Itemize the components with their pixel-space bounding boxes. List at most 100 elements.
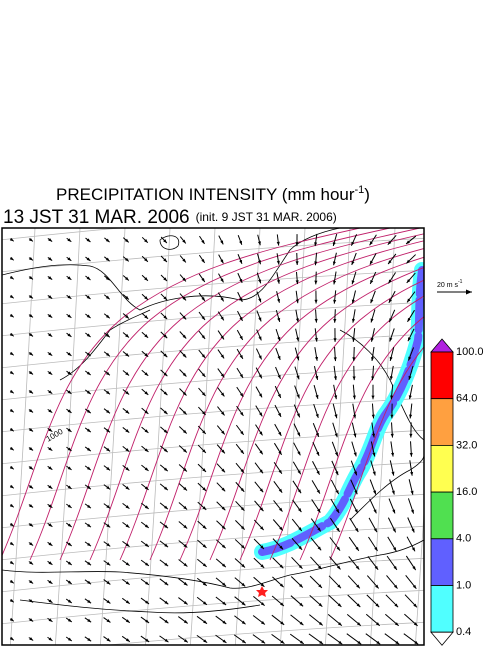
wind-arrow-head xyxy=(259,469,263,474)
wind-arrow-head xyxy=(29,637,34,641)
wind-arrow-head xyxy=(257,241,261,246)
wind-arrow-head xyxy=(183,600,188,605)
wind-arrow-head xyxy=(371,395,375,400)
wind-arrow-head xyxy=(67,599,72,603)
parallel xyxy=(2,269,424,305)
wind-arrow-head xyxy=(201,354,206,358)
wind-arrow-head xyxy=(280,640,285,644)
wind-arrow-head xyxy=(279,583,284,588)
wind-arrow-head xyxy=(297,470,301,475)
init-time: (init. 9 JST 31 MAR. 2006) xyxy=(196,210,337,224)
wind-arrow-head xyxy=(333,338,337,342)
wind-arrow-head xyxy=(392,528,396,533)
wind-arrow-head xyxy=(259,450,263,455)
wind-arrow-head xyxy=(314,261,318,266)
wind-arrow-head xyxy=(105,333,110,338)
wind-arrow-head xyxy=(222,639,227,643)
wind-arrow-head xyxy=(355,565,360,570)
wind-arrow-head xyxy=(354,509,358,514)
coastline xyxy=(59,309,151,381)
wind-arrow-head xyxy=(48,238,53,242)
wind-arrow-head xyxy=(240,506,245,511)
wind-arrow-head xyxy=(86,276,91,280)
wind-arrow-head xyxy=(353,471,357,476)
wind-arrow-head xyxy=(125,524,130,528)
wind-arrow-head xyxy=(240,430,244,435)
wind-arrow-head xyxy=(295,242,299,246)
wind-arrow-head xyxy=(317,527,321,532)
wind-arrow-head xyxy=(355,528,359,532)
parallel xyxy=(2,301,424,337)
wind-arrow-head xyxy=(388,279,392,284)
wind-arrow-head xyxy=(410,471,414,476)
wind-arrow-head xyxy=(394,603,399,608)
wind-arrow-head xyxy=(48,599,53,603)
wind-arrow-head xyxy=(370,279,374,284)
wind-arrow-head xyxy=(125,600,130,604)
wind-arrow-head xyxy=(333,357,337,362)
wind-arrow-head xyxy=(317,565,322,570)
wind-arrow-head xyxy=(163,486,168,491)
wind-arrow-head xyxy=(201,297,205,301)
wind-arrow-head xyxy=(183,467,187,472)
wind-arrow-head xyxy=(202,601,207,605)
map-frame xyxy=(1,227,425,646)
map-area: 1000 xyxy=(2,228,424,645)
wind-arrow-head xyxy=(370,337,374,342)
wind-arrow-head xyxy=(407,317,411,322)
wind-arrow-head xyxy=(144,505,149,509)
wind-arrow-head xyxy=(125,295,129,300)
wind-arrow-head xyxy=(202,449,206,453)
wind-arrow-head xyxy=(333,299,337,304)
parallel xyxy=(104,621,424,645)
wind-arrow-head xyxy=(48,580,53,584)
wind-arrow-head xyxy=(105,276,110,281)
wind-arrow-head xyxy=(105,314,110,319)
wind-arrow-head xyxy=(182,429,187,434)
wind-arrow-head xyxy=(106,638,111,642)
wind-arrow-head xyxy=(336,546,341,551)
wind-arrow-head xyxy=(9,560,14,565)
wind-arrow-head xyxy=(409,414,413,419)
wind-arrow-head xyxy=(105,352,110,357)
wind-arrow-head xyxy=(48,523,53,527)
wind-arrow-head xyxy=(144,315,149,319)
wind-arrow-head xyxy=(67,637,72,641)
wind-arrow-head xyxy=(29,447,34,451)
wind-arrow-head xyxy=(277,336,281,341)
isobars xyxy=(2,228,424,561)
wind-arrow-head xyxy=(106,619,111,623)
wind-arrow-head xyxy=(221,430,225,435)
wind-arrow-head xyxy=(295,280,299,285)
wind-arrow-head xyxy=(277,317,281,322)
wind-arrow-head xyxy=(67,352,72,356)
wind-arrow-head xyxy=(352,338,356,342)
wind-arrow-head xyxy=(144,410,149,414)
map-background xyxy=(2,228,424,645)
isobar xyxy=(2,228,361,557)
wind-arrow-head xyxy=(413,603,417,608)
island xyxy=(159,235,180,250)
wind-arrow-head xyxy=(48,485,53,489)
wind-arrow-head xyxy=(125,352,130,357)
wind-arrow-head xyxy=(203,639,208,643)
wind-arrow-head xyxy=(314,337,318,342)
wind-arrow-head xyxy=(260,545,264,549)
precip-moderate xyxy=(258,266,424,556)
wind-arrow-head xyxy=(9,351,14,356)
coastline xyxy=(2,539,424,589)
wind-arrow-head xyxy=(29,237,33,242)
wind-arrow-head xyxy=(202,582,207,586)
wind-arrow-head xyxy=(29,523,34,527)
wind-arrow-head xyxy=(48,637,53,641)
wind-arrow-head xyxy=(144,258,148,262)
wind-arrow-head xyxy=(241,563,246,568)
wind-arrow-head xyxy=(201,335,206,339)
meridian xyxy=(189,228,216,645)
reference-vector-head xyxy=(466,289,472,295)
wind-arrow-head xyxy=(86,447,91,452)
wind-arrow-head xyxy=(67,333,72,337)
wind-arrow-head xyxy=(182,277,186,282)
wind-arrow-head xyxy=(388,298,392,303)
wind-arrow-head xyxy=(411,547,415,552)
